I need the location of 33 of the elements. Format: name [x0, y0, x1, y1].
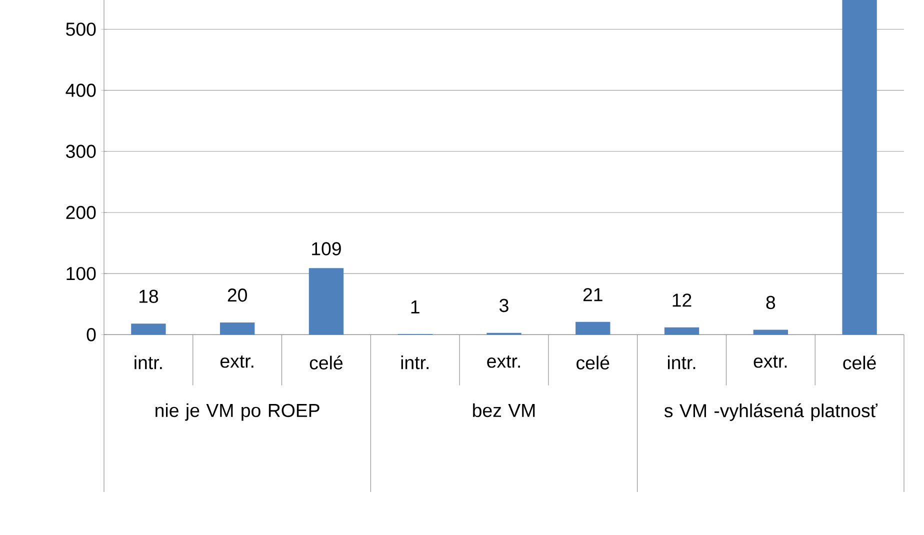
y-tick-label: 500 [66, 22, 96, 36]
text: s VM -vyhlásená platnosť [664, 404, 878, 422]
x-tick-label: intr. [134, 356, 162, 370]
x-tick-label: extr. [754, 356, 787, 368]
data-label: 3 [500, 299, 508, 312]
bar [664, 328, 700, 335]
x-tick-label: celé [576, 356, 610, 370]
y-tick-label: 400 [66, 84, 96, 98]
x-tick-label: extr. [487, 356, 520, 368]
x-tick-label: extr. [220, 356, 254, 368]
text: nie je VM po ROEP [156, 404, 320, 421]
y-tick-label: 300 [66, 144, 96, 158]
data-label: 18 [139, 290, 158, 304]
bar [842, 0, 877, 335]
x-tick-label: intr. [401, 356, 428, 370]
bar [131, 324, 166, 335]
bar [308, 268, 344, 335]
data-label: 12 [672, 294, 692, 307]
data-label: 109 [312, 242, 341, 256]
data-label: 20 [228, 288, 247, 302]
x-tick-label: celé [310, 356, 343, 370]
y-tick-label: 200 [66, 206, 96, 220]
bar [576, 322, 610, 335]
data-label: 1 [411, 300, 420, 314]
data-label: 8 [766, 296, 776, 310]
x-tick-label: celé [843, 356, 876, 370]
data-label: 21 [583, 288, 602, 302]
y-tick-label: 0 [86, 328, 96, 342]
text: bez VM [473, 404, 535, 418]
bar [220, 322, 255, 335]
x-tick-label: intr. [668, 356, 696, 370]
y-tick-label: 100 [66, 267, 96, 280]
bar [753, 330, 788, 335]
